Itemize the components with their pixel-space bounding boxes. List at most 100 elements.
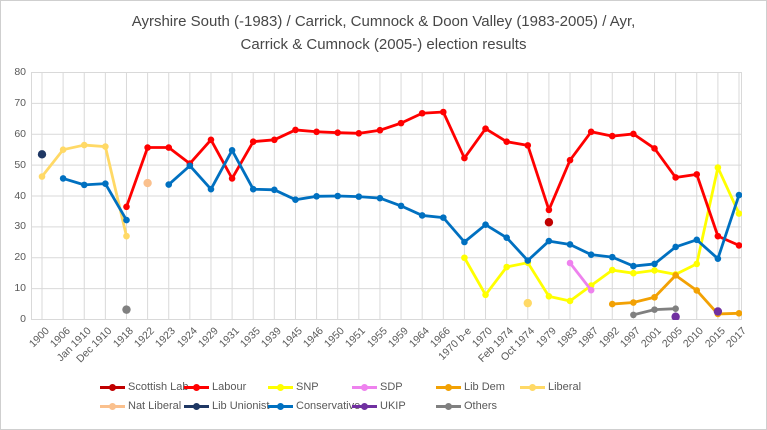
x-tick-label: 1992 bbox=[596, 325, 622, 351]
series-point-conservative bbox=[249, 185, 257, 193]
series-point-labour bbox=[313, 128, 320, 136]
series-point-conservative bbox=[397, 202, 405, 210]
series-point-labour bbox=[672, 174, 679, 181]
series-line-sdp bbox=[568, 261, 593, 292]
x-tick-label: 1959 bbox=[385, 325, 411, 351]
series-point-labour bbox=[249, 138, 257, 145]
series-point-sdp bbox=[566, 259, 574, 267]
series-point-labour bbox=[735, 242, 742, 249]
legend-marker-liberal bbox=[520, 383, 545, 391]
series-point-lib-dem bbox=[651, 293, 658, 301]
series-point-snp bbox=[566, 297, 574, 305]
legend-label: UKIP bbox=[380, 400, 406, 412]
x-tick-label: 2005 bbox=[660, 325, 686, 351]
series-point-conservative bbox=[355, 193, 363, 200]
series-point-snp bbox=[714, 164, 722, 171]
series-point-conservative bbox=[440, 214, 447, 221]
series-point-labour bbox=[165, 144, 173, 151]
series-point-conservative bbox=[334, 192, 341, 200]
series-point-conservative bbox=[566, 241, 574, 248]
x-tick-label: 1931 bbox=[216, 325, 242, 351]
x-tick-label: 2010 bbox=[681, 325, 707, 351]
legend-marker-nat-liberal bbox=[100, 402, 125, 410]
series-point-conservative bbox=[482, 221, 489, 229]
series-point-labour bbox=[651, 145, 658, 152]
x-tick-label: 1918 bbox=[110, 325, 136, 351]
series-point-liberal bbox=[80, 141, 88, 149]
series-point-labour bbox=[608, 132, 616, 140]
series-point-others bbox=[672, 305, 679, 312]
x-tick-label: 1923 bbox=[153, 325, 179, 351]
series-point-ukip bbox=[671, 312, 680, 320]
series-point-conservative bbox=[292, 196, 299, 204]
legend-marker-sdp bbox=[352, 383, 377, 391]
legend-label: Nat Liberal bbox=[128, 400, 182, 412]
legend-label: Scottish Lab bbox=[128, 381, 189, 393]
series-point-conservative bbox=[461, 238, 468, 246]
y-tick-label: 60 bbox=[14, 127, 26, 140]
series-point-labour bbox=[334, 129, 341, 137]
series-point-conservative bbox=[186, 162, 194, 170]
series-point-labour bbox=[123, 203, 130, 211]
series-point-nat-liberal bbox=[143, 178, 152, 188]
x-tick-label: 1922 bbox=[132, 325, 158, 351]
legend-marker-ukip bbox=[352, 402, 377, 410]
legend-item-nat-liberal: Nat Liberal bbox=[100, 400, 184, 412]
x-tick-label: 1929 bbox=[195, 325, 221, 351]
legend-marker-dot bbox=[529, 383, 536, 391]
series-point-snp bbox=[630, 269, 637, 277]
legend-item-sdp: SDP bbox=[352, 381, 436, 393]
series-line-conservative bbox=[167, 148, 741, 268]
legend-marker-dot bbox=[193, 383, 200, 391]
x-tick-label: 2015 bbox=[702, 325, 728, 351]
series-point-others bbox=[122, 305, 131, 314]
legend-label: Lib Dem bbox=[464, 381, 505, 393]
series-point-labour bbox=[587, 128, 595, 136]
x-tick-label: 1983 bbox=[554, 325, 580, 351]
series-point-snp bbox=[651, 267, 658, 274]
legend-marker-dot bbox=[445, 383, 452, 391]
series-point-labour bbox=[418, 109, 426, 117]
legend-item-lib-unionist: Lib Unionist bbox=[184, 400, 269, 412]
x-tick-label: 1945 bbox=[279, 325, 305, 351]
series-point-labour bbox=[292, 126, 299, 134]
legend-item-conservative: Conservative bbox=[268, 400, 360, 412]
legend-item-liberal: Liberal bbox=[520, 381, 604, 393]
legend-marker-conservative bbox=[268, 402, 293, 410]
y-tick-label: 20 bbox=[14, 251, 26, 264]
legend-marker-dot bbox=[277, 402, 284, 410]
series-point-scottish-lab bbox=[544, 218, 554, 227]
series-point-conservative bbox=[545, 237, 553, 245]
chart-title-line-1: Ayrshire South (-1983) / Carrick, Cumnoc… bbox=[131, 13, 636, 30]
legend-marker-dot bbox=[361, 383, 368, 391]
x-tick-label: 1987 bbox=[575, 325, 601, 351]
legend-item-snp: SNP bbox=[268, 381, 352, 393]
x-tick-label: 1935 bbox=[237, 325, 263, 351]
series-point-lib-dem bbox=[608, 300, 616, 308]
y-tick-label: 10 bbox=[14, 282, 26, 295]
legend-row: Scottish Lab Labour SNP SDP Lib Dem Liberal bbox=[100, 381, 710, 393]
y-tick-label: 80 bbox=[14, 66, 26, 78]
x-tick-label: 1979 bbox=[533, 325, 559, 351]
series-point-snp bbox=[608, 266, 616, 274]
series-point-labour bbox=[545, 206, 553, 214]
legend-marker-snp bbox=[268, 383, 293, 391]
series-point-conservative bbox=[524, 257, 532, 264]
x-tick-label: 1939 bbox=[258, 325, 284, 351]
legend-item-others: Others bbox=[436, 400, 520, 412]
legend-marker-dot bbox=[193, 402, 200, 410]
x-tick-label: 1955 bbox=[364, 325, 390, 351]
series-point-labour bbox=[630, 130, 637, 138]
legend-label: SDP bbox=[380, 381, 403, 393]
legend-marker-lib-unionist bbox=[184, 402, 209, 410]
series-point-snp bbox=[693, 260, 701, 268]
series-point-labour bbox=[693, 171, 701, 178]
series-point-snp bbox=[545, 293, 553, 300]
series-point-labour bbox=[397, 119, 405, 127]
x-tick-label: 1924 bbox=[174, 325, 200, 351]
series-point-ukip bbox=[713, 307, 723, 316]
series-point-conservative bbox=[376, 194, 384, 202]
x-tick-label: 2017 bbox=[723, 325, 749, 351]
series-point-snp bbox=[482, 291, 489, 299]
series-point-conservative bbox=[123, 216, 130, 224]
